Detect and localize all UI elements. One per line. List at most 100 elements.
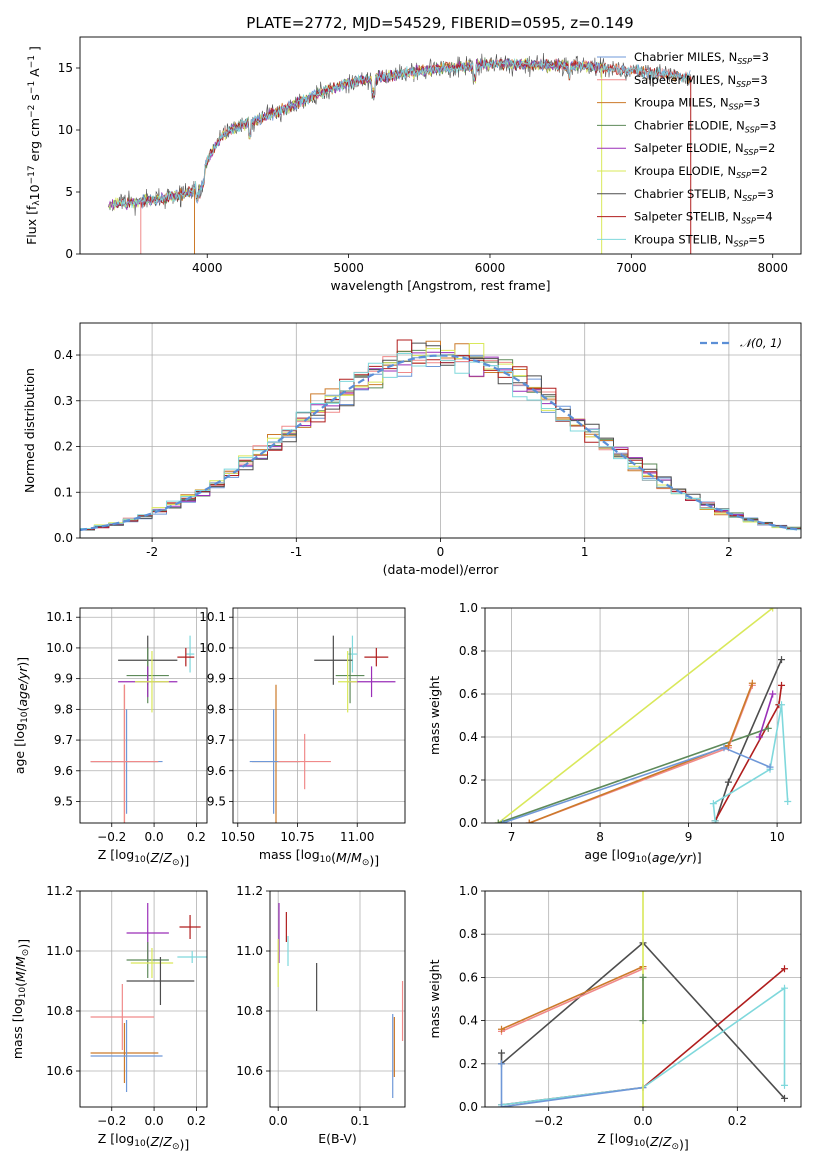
residuals-ytick-label: 0.2	[54, 440, 73, 454]
mass-vs-ebv-ytick-label: 10.8	[236, 1004, 263, 1018]
mass-vs-ebv-ytick-label: 10.6	[236, 1064, 263, 1078]
age-vs-mass-xtick-label: 10.75	[280, 830, 314, 844]
age-vs-mass-xtick-label: 11.00	[340, 830, 374, 844]
age-vs-Z-ytick-label: 9.5	[54, 795, 73, 809]
point-kroupa-elodie	[135, 651, 169, 713]
axes-frame	[269, 890, 406, 1108]
age-vs-mass-ytick-label: 10.1	[199, 610, 226, 624]
axes-frame	[79, 322, 802, 539]
weight-vs-age-plot-area	[494, 608, 792, 823]
residuals-ytick-label: 0.1	[54, 485, 73, 499]
weight-marker	[784, 798, 792, 805]
spectrum-xtick-label: 5000	[333, 261, 364, 275]
residuals-xlabel: (data-model)/error	[383, 562, 500, 577]
age-vs-Z-plot-area	[90, 635, 195, 823]
point-chabrier-stelib	[314, 635, 353, 685]
weight-vs-age-ytick-label: 0.8	[459, 644, 478, 658]
residuals-plot-area	[80, 339, 801, 538]
spectrum-xtick-label: 6000	[475, 261, 506, 275]
weight-vs-Z-ytick-label: 0.6	[459, 970, 478, 984]
axes-frame	[484, 890, 802, 1108]
weight-vs-age-axes: 7 8 9 10 0.0 0.2 0.4 0.6 0.8 1.0 age [log10(age/yr…	[427, 601, 802, 865]
weight-marker	[724, 778, 732, 786]
legend-entry-salpeter-elodie: Salpeter ELODIE, NSSP=2	[634, 141, 775, 157]
age-vs-mass-ytick-label: 9.8	[207, 702, 226, 716]
weight-series-chabrier-elodie	[639, 973, 647, 1025]
age-vs-Z-ytick-label: 9.8	[54, 702, 73, 716]
weight-marker	[499, 819, 507, 823]
residuals-xtick-label: -2	[146, 545, 158, 559]
weight-vs-Z-ytick-label: 0.2	[459, 1057, 478, 1071]
point-kroupa-stelib	[347, 635, 358, 673]
mass-vs-Z-xtick-label: 0.0	[145, 1114, 164, 1128]
mass-vs-ebv-ytick-label: 11.0	[236, 944, 263, 958]
legend-entry-chabrier-stelib: Chabrier STELIB, NSSP=3	[634, 187, 774, 203]
age-vs-mass-ytick-label: 9.9	[207, 672, 226, 686]
age-vs-Z-xtick-label: 0.0	[145, 830, 164, 844]
weight-marker	[724, 742, 732, 750]
mass-vs-Z-ytick-label: 10.6	[46, 1064, 73, 1078]
weight-marker	[639, 973, 647, 981]
weight-marker	[720, 744, 728, 752]
weight-vs-age-ytick-label: 1.0	[459, 601, 478, 615]
mass-vs-Z-plot-area	[90, 903, 207, 1092]
mass-vs-Z-xlabel: Z [log10(Z/Z⊙)]	[98, 1131, 190, 1152]
point-chabrier-miles	[90, 1020, 163, 1092]
residuals-axes: -2 -1 0 1 2 0.0 0.1 0.2 0.3 0.4 (data-model)/error…	[22, 322, 802, 577]
weight-marker	[709, 800, 717, 808]
mass-vs-Z-axes: −0.2 0.0 0.2 10.6 10.8 11.0 11.2 Z [log10(Z/Z⊙)…	[10, 884, 208, 1152]
residuals-xtick-label: 2	[725, 545, 733, 559]
point-salpeter-miles	[278, 733, 331, 790]
legend-entry-chabrier-elodie: Chabrier ELODIE, NSSP=3	[634, 118, 776, 134]
weight-marker	[498, 1025, 506, 1033]
age-vs-mass-plot-area	[249, 635, 396, 823]
weight-vs-Z-ytick-label: 1.0	[459, 884, 478, 898]
weight-marker	[639, 1017, 647, 1025]
point-kroupa-elodie	[338, 651, 358, 713]
point-kroupa-stelib	[177, 951, 207, 963]
spectrum-ytick-label: 10	[58, 123, 73, 137]
weight-marker	[778, 681, 786, 689]
weight-marker	[748, 679, 756, 687]
age-vs-mass-ytick-label: 9.5	[207, 795, 226, 809]
weight-series-chabrier-elodie	[494, 724, 772, 823]
weight-marker	[494, 819, 502, 823]
age-vs-mass-xtick-label: 10.50	[221, 830, 255, 844]
weight-series-kroupa-elodie	[494, 608, 777, 823]
residuals-ytick-label: 0.4	[54, 348, 73, 362]
point-chabrier-elodie	[126, 942, 169, 978]
age-vs-Z-xtick-label: −0.2	[97, 830, 126, 844]
weight-marker	[780, 1081, 788, 1089]
point-salpeter-miles	[90, 984, 155, 1050]
mass-vs-ebv-ytick-label: 11.2	[236, 884, 263, 898]
weight-marker	[780, 1094, 788, 1102]
weight-vs-age-xtick-label: 10	[769, 830, 784, 844]
spectrum-xlabel: wavelength [Angstrom, rest frame]	[330, 278, 550, 293]
weight-vs-age-ytick-label: 0.0	[459, 816, 478, 830]
age-vs-mass-ytick-label: 10.0	[199, 641, 226, 655]
age-vs-mass-ytick-label: 9.6	[207, 764, 226, 778]
weight-vs-Z-plot-area	[498, 891, 788, 1107]
mass-vs-ebv-xtick-label: 0.1	[350, 1114, 369, 1128]
weight-marker	[769, 608, 777, 612]
residuals-ytick-label: 0.3	[54, 394, 73, 408]
spectrum-ytick-label: 0	[65, 247, 73, 261]
residuals-xtick-label: -1	[290, 545, 302, 559]
weight-series-chabrier-miles	[499, 744, 774, 823]
age-vs-Z-ytick-label: 10.1	[46, 610, 73, 624]
mass-vs-Z-xtick-label: −0.2	[97, 1114, 126, 1128]
point-salpeter-stelib	[177, 647, 195, 667]
weight-vs-Z-ylabel: mass weight	[427, 959, 442, 1038]
spectrum-ytick-label: 5	[65, 185, 73, 199]
point-chabrier-stelib	[126, 957, 195, 1005]
weight-marker	[755, 733, 763, 741]
histogram-kroupa-stelib	[80, 353, 801, 538]
age-vs-mass-ytick-label: 9.7	[207, 733, 226, 747]
weight-vs-Z-ytick-label: 0.0	[459, 1100, 478, 1114]
legend-entry-normal: 𝒩(0, 1)	[740, 336, 782, 350]
weight-vs-Z-xtick-label: 0.2	[728, 1114, 747, 1128]
legend-entry-salpeter-miles: Salpeter MILES, NSSP=3	[634, 73, 768, 89]
weight-series-salpeter-stelib	[711, 681, 786, 823]
point-kroupa-elodie	[130, 948, 174, 978]
age-vs-Z-xlabel: Z [log10(Z/Z⊙)]	[98, 847, 190, 868]
